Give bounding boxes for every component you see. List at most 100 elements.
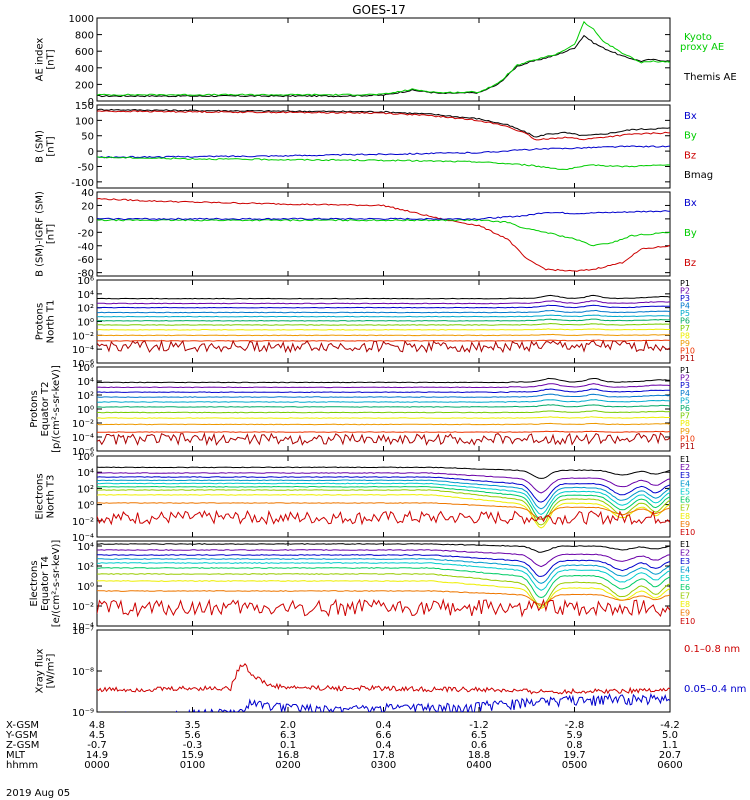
legend-entry: 0.05–0.4 nm: [684, 684, 746, 695]
legend-entry: P1: [680, 366, 690, 375]
y-tick-label: 1000: [69, 14, 94, 25]
channel-line: [97, 466, 670, 479]
ephem-value: 0100: [180, 760, 205, 771]
legend-entry: Bz: [684, 258, 696, 269]
y-axis-label: North T1: [46, 300, 57, 344]
legend-entry: P10: [680, 434, 695, 443]
series-line: [97, 34, 670, 98]
series-line: [97, 145, 670, 159]
legend-entry: P8: [680, 332, 690, 341]
series-line: [97, 663, 670, 695]
panel-3: -80 -60 -40 -20 0 20 40 B (SM)-IGRF (SM) [nT] Bx B…: [35, 188, 697, 280]
legend-entry: 0.1–0.8 nm: [684, 644, 740, 655]
ephem-value: 15.9: [181, 750, 203, 761]
y-tick-label: 10²: [77, 484, 94, 495]
legend-entry: P6: [680, 404, 690, 413]
ephem-value: -4.2: [660, 720, 680, 731]
legend-entry: E7: [680, 591, 690, 600]
legend-entry: E3: [680, 557, 690, 566]
legend-entry: Themis AE: [683, 72, 737, 83]
channel-line: [97, 479, 670, 510]
legend-entry: P7: [680, 324, 690, 333]
ephem-value: 14.9: [86, 750, 108, 761]
legend-entry: P8: [680, 419, 690, 428]
legend-entry: Bx: [684, 198, 697, 209]
panel-1: 0 200 400 600 800 1000 AE index [nT] Kyotoproxy …: [35, 14, 737, 108]
channel-line: [97, 388, 670, 394]
panel-data: [97, 663, 670, 712]
panel-4: 10⁻⁶ 10⁻⁴ 10⁻² 10⁰ 10² 10⁴ 10⁶ Protons North T1 P…: [35, 276, 696, 370]
panel-frame: [96, 455, 671, 538]
channel-line: [97, 399, 670, 403]
legend-entry: E1: [680, 455, 690, 464]
series-line: [97, 210, 670, 221]
legend-entry: Kyoto: [684, 32, 712, 43]
channel-line: [97, 590, 670, 605]
legend-entry: E10: [680, 528, 695, 537]
legend-entry: P5: [680, 309, 690, 318]
channel-line: [97, 502, 670, 520]
legend-entry: E1: [680, 540, 690, 549]
y-tick-label: 600: [75, 47, 94, 58]
legend-entry: P4: [680, 302, 690, 311]
ephem-value: -0.3: [183, 740, 203, 751]
ephem-value: 0.6: [471, 740, 487, 751]
figure-title: GOES-17: [352, 3, 406, 17]
y-tick-label: 800: [75, 31, 94, 42]
legend-entry: P9: [680, 427, 690, 436]
channel-line: [97, 322, 670, 326]
y-tick-label: 50: [81, 132, 94, 143]
y-tick-label: 10⁻²: [72, 602, 94, 613]
channel-line: [97, 393, 670, 398]
legend-entry: Bmag: [684, 170, 713, 181]
panel-data: [97, 466, 670, 529]
legend-entry: P1: [680, 279, 690, 288]
ephemeris-table: X-GSM 4.8 3.5 2.0 0.4 -1.2 -2.8 -4.2 Y-GSM 4.5 5.6…: [5, 720, 683, 771]
legend-entry: Bx: [684, 111, 697, 122]
y-axis-label: [p/(cm²-s-sr-keV)]: [51, 365, 62, 453]
ephem-value: 0.4: [376, 720, 392, 731]
ephem-value: 0300: [371, 760, 396, 771]
channel-line: [97, 472, 670, 494]
y-tick-label: -80: [78, 269, 94, 280]
ephem-value: 16.8: [277, 750, 299, 761]
channel-line: [97, 300, 670, 305]
channel-line: [97, 598, 670, 618]
y-axis-label: AE index: [35, 38, 46, 82]
legend-entry: P2: [680, 374, 690, 383]
channel-line: [97, 404, 670, 408]
channel-line: [97, 485, 670, 520]
y-tick-label: 10⁴: [77, 290, 94, 301]
y-tick-label: 100: [75, 116, 94, 127]
channel-line: [97, 410, 670, 414]
ephem-value: -2.8: [565, 720, 585, 731]
legend-entry: P3: [680, 294, 690, 303]
ephem-row-label: Y-GSM: [5, 730, 38, 741]
y-tick-label: -20: [78, 228, 94, 239]
y-tick-label: 10⁴: [77, 377, 94, 388]
panel-8: 10⁻⁹ 10⁻⁸ 10⁻⁷ Xray flux [W/m²] 0.1–0.8 nm 0.0…: [35, 626, 747, 719]
ephem-value: -1.2: [469, 720, 489, 731]
legend-entry: E9: [680, 520, 690, 529]
legend-entry: P6: [680, 317, 690, 326]
y-tick-label: 20: [81, 201, 94, 212]
y-tick-label: 10²: [77, 391, 94, 402]
y-tick-label: 10⁻²: [72, 331, 94, 342]
channel-line: [97, 567, 670, 599]
channel-line: [97, 549, 670, 568]
y-tick-label: 10⁻²: [72, 517, 94, 528]
y-tick-label: -40: [78, 242, 94, 253]
y-tick-label: -60: [78, 255, 94, 266]
channel-line: [97, 476, 670, 503]
panel-data: [97, 20, 670, 98]
channel-line: [97, 416, 670, 419]
y-tick-label: 10⁰: [77, 582, 94, 593]
series-line: [99, 692, 670, 712]
legend-entry: E5: [680, 574, 690, 583]
y-tick-label: 0: [88, 97, 94, 108]
ephem-value: 6.5: [471, 730, 487, 741]
legend-entry: By: [684, 228, 697, 239]
panel-data: [97, 197, 670, 272]
y-tick-label: 10⁶: [77, 363, 94, 374]
